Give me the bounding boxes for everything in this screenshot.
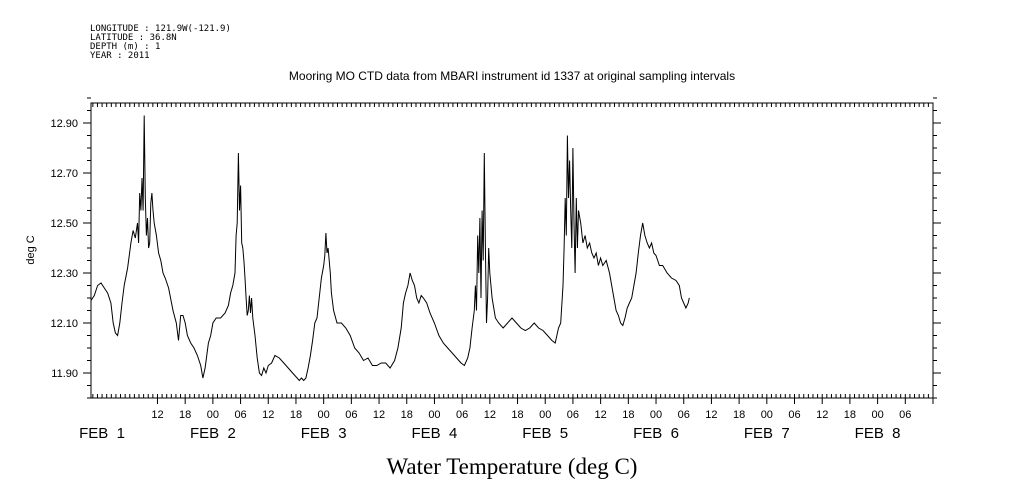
x-axis: 12 18 00 06 12 18 00 06 12 18 00 06 12 18 00 06 12 18 00 06…	[79, 398, 934, 442]
y-tick-label: 12.70	[50, 168, 78, 180]
plot-frame	[90, 102, 934, 399]
x-hour-label: 12	[262, 409, 274, 421]
y-tick-label: 12.30	[50, 268, 78, 280]
x-hour-label: 12	[595, 409, 607, 421]
x-hour-label: 18	[401, 409, 413, 421]
x-hour-label: 06	[234, 409, 246, 421]
y-tick-label: 11.90	[51, 368, 78, 380]
x-day-label: FEB 5	[522, 425, 568, 442]
x-day-label: FEB 3	[301, 425, 347, 442]
x-hour-label: 18	[844, 409, 856, 421]
x-hour-label: 06	[456, 409, 468, 421]
x-hour-label: 06	[788, 409, 800, 421]
y-tick-label: 12.90	[50, 118, 78, 130]
x-hour-label: 18	[511, 409, 523, 421]
x-hour-label: 06	[899, 409, 911, 421]
x-hour-label: 00	[428, 409, 440, 421]
x-hour-label: 12	[816, 409, 828, 421]
x-hour-label: 00	[761, 409, 773, 421]
x-hour-label: 18	[179, 409, 191, 421]
x-day-label: FEB 8	[855, 425, 901, 442]
x-hour-label: 00	[318, 409, 330, 421]
minor-ticks	[92, 103, 934, 398]
y-axis-label: deg C	[25, 235, 37, 264]
x-day-label: FEB 1	[79, 425, 125, 442]
latitude-text: LATITUDE : 36.8N	[90, 33, 177, 43]
metadata-block: LONGITUDE : 121.9W(-121.9) LATITUDE : 36…	[90, 24, 231, 61]
x-day-label: FEB 7	[744, 425, 790, 442]
x-axis-label: Water Temperature (deg C)	[387, 454, 638, 479]
x-hour-label: 00	[871, 409, 883, 421]
x-hour-label: 18	[733, 409, 745, 421]
x-hour-label: 06	[345, 409, 357, 421]
x-day-label: FEB 4	[412, 425, 458, 442]
y-tick-label: 12.50	[50, 218, 78, 230]
chart-title: Mooring MO CTD data from MBARI instrumen…	[289, 69, 735, 83]
x-hour-label: 18	[622, 409, 634, 421]
year-text: YEAR : 2011	[90, 51, 150, 61]
x-hour-label: 00	[539, 409, 551, 421]
temperature-series-line	[90, 115, 690, 382]
y-axis: 11.90 12.10 12.30 12.50 12.70 12.90	[50, 97, 941, 399]
depth-text: DEPTH (m) : 1	[90, 42, 160, 52]
x-hour-label: 06	[567, 409, 579, 421]
x-hour-label: 12	[705, 409, 717, 421]
y-tick-label: 12.10	[50, 318, 78, 330]
x-hour-label: 12	[484, 409, 496, 421]
longitude-text: LONGITUDE : 121.9W(-121.9)	[90, 24, 231, 34]
x-day-label: FEB 2	[190, 425, 236, 442]
x-hour-label: 00	[207, 409, 219, 421]
x-day-label: FEB 6	[633, 425, 679, 442]
x-hour-label: 12	[151, 409, 163, 421]
x-hour-label: 18	[290, 409, 302, 421]
x-hour-label: 06	[678, 409, 690, 421]
x-hour-label: 12	[373, 409, 385, 421]
x-hour-label: 00	[650, 409, 662, 421]
